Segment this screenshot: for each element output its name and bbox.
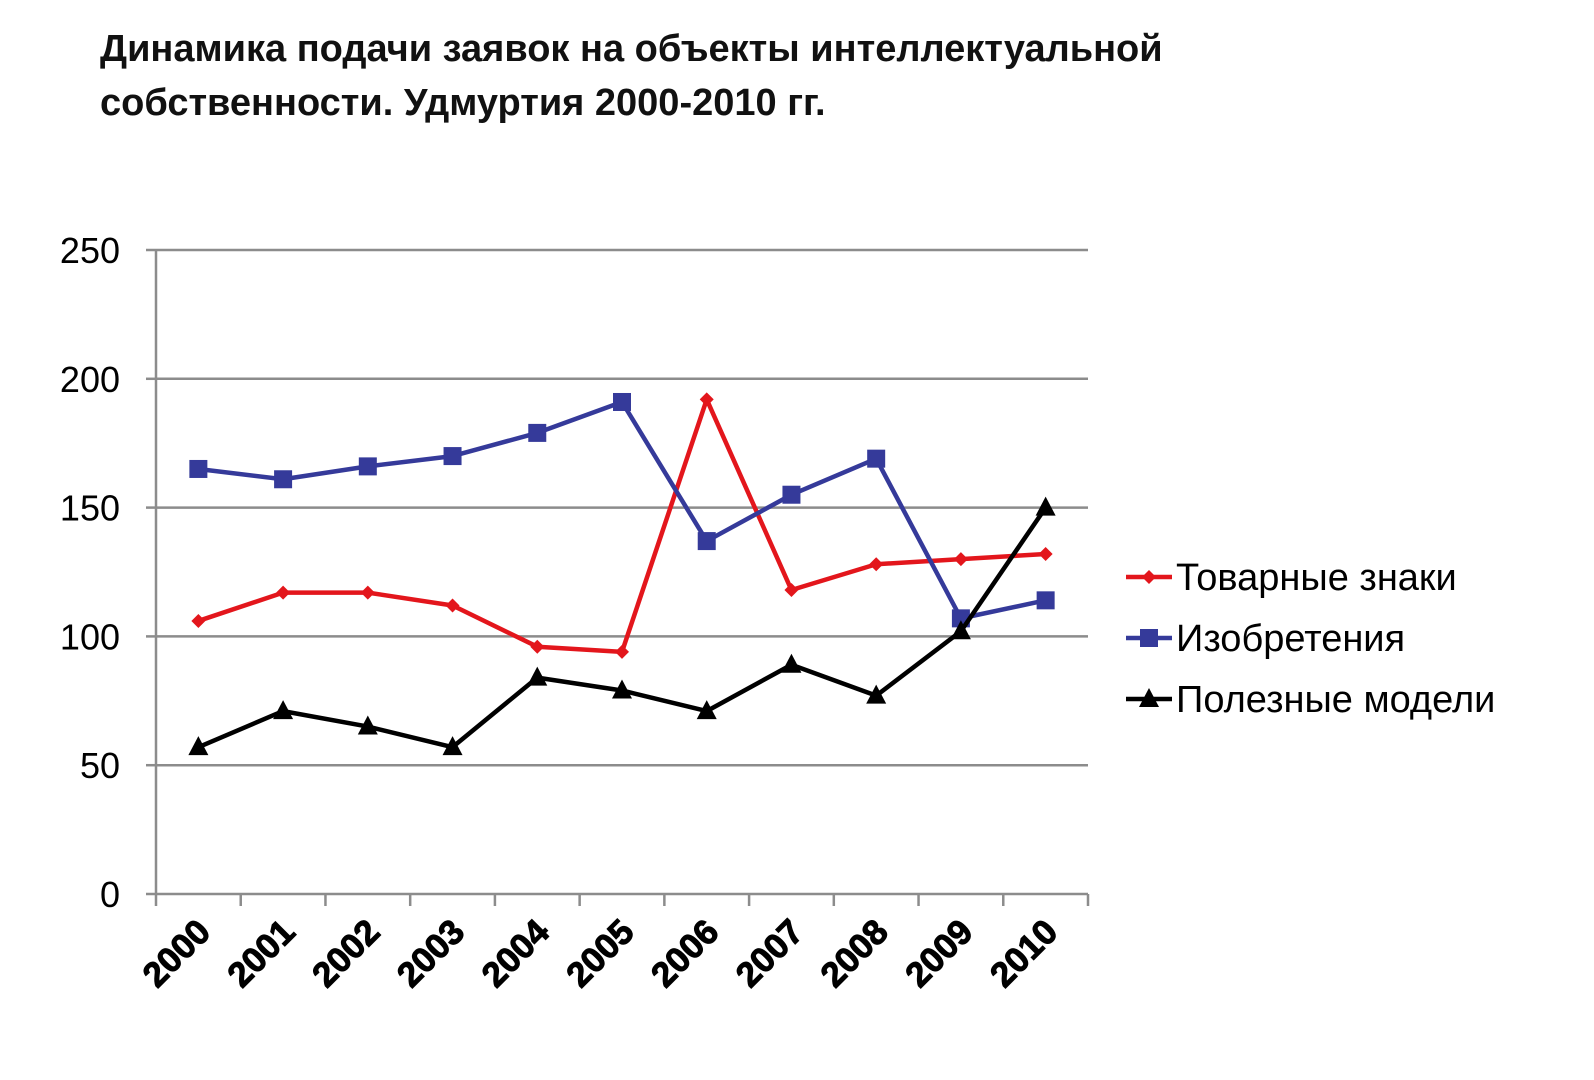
- series-1: [191, 392, 1053, 659]
- data-point-3-2010: [1035, 496, 1056, 516]
- data-point-2-2008: [867, 449, 886, 468]
- series-3: [188, 496, 1056, 756]
- data-point-1-2004: [530, 639, 545, 654]
- data-point-2-2000: [189, 459, 208, 478]
- data-point-1-2010: [1038, 546, 1053, 561]
- data-point-1-2002: [360, 585, 375, 600]
- data-point-1-2000: [191, 613, 206, 628]
- x-tick-label-2000: 2000: [135, 912, 218, 995]
- data-point-2-2003: [443, 447, 462, 466]
- data-point-1-2007: [784, 583, 799, 598]
- x-tick-label-2010: 2010: [983, 912, 1066, 995]
- data-point-1-2005: [615, 644, 629, 659]
- data-point-1-2003: [445, 598, 460, 613]
- x-tick-label-2004: 2004: [474, 912, 557, 995]
- x-tick-label-2009: 2009: [898, 912, 981, 995]
- legend-label-1: Товарные знаки: [1176, 557, 1457, 599]
- data-point-3-2008: [866, 684, 887, 704]
- chart-title: Динамика подачи заявок на объекты интелл…: [100, 28, 1163, 124]
- x-tick-label-2006: 2006: [644, 912, 727, 995]
- data-point-2-2004: [528, 423, 547, 442]
- y-tick-label-0: 0: [100, 874, 120, 915]
- series-line-3: [197, 506, 1048, 750]
- data-point-3-2004: [527, 666, 548, 686]
- y-tick-label-250: 250: [60, 230, 120, 271]
- data-point-3-2000: [188, 736, 209, 756]
- x-tick-label-2001: 2001: [220, 912, 303, 995]
- data-point-2-2007: [782, 485, 801, 504]
- series: [188, 392, 1056, 756]
- legend-marker-2: [1140, 629, 1158, 647]
- data-point-1-2001: [276, 585, 291, 600]
- x-tick-label-2007: 2007: [728, 912, 811, 995]
- data-point-1-2008: [869, 557, 884, 572]
- legend-item-1: Товарные знаки: [1126, 557, 1457, 599]
- data-point-2-2010: [1036, 591, 1055, 610]
- data-point-2-2005: [613, 392, 631, 411]
- y-tick-label-200: 200: [60, 359, 120, 400]
- data-point-3-2003: [442, 736, 463, 756]
- data-point-2-2001: [274, 470, 293, 489]
- series-line-2: [198, 399, 1047, 621]
- data-point-1-2009: [953, 552, 968, 567]
- data-point-3-2001: [273, 700, 294, 720]
- data-point-3-2006: [696, 700, 717, 720]
- y-tick-label-150: 150: [60, 488, 120, 529]
- series-line-1: [197, 397, 1046, 655]
- legend-item-2: Изобретения: [1126, 618, 1405, 660]
- data-point-3-2002: [357, 715, 378, 735]
- series-2: [189, 392, 1055, 628]
- gridlines: [156, 248, 1088, 767]
- legend-label-3: Полезные модели: [1176, 679, 1495, 721]
- data-point-2-2002: [358, 457, 377, 476]
- x-tick-label-2008: 2008: [813, 912, 896, 995]
- data-point-2-2006: [697, 532, 716, 551]
- y-tick-label-50: 50: [80, 745, 120, 786]
- legend-marker-3: [1139, 688, 1159, 707]
- data-point-3-2009: [950, 620, 971, 640]
- x-tick-label-2005: 2005: [559, 912, 642, 995]
- x-tick-label-2002: 2002: [305, 912, 388, 995]
- data-point-1-2006: [699, 392, 714, 407]
- legend: Товарные знаки Изобретения Полезные модели: [1126, 557, 1495, 721]
- legend-item-3: Полезные модели: [1126, 679, 1495, 721]
- legend-marker-1: [1142, 570, 1156, 584]
- data-point-3-2007: [781, 653, 802, 673]
- y-tick-label-100: 100: [60, 616, 120, 657]
- x-tick-label-2003: 2003: [390, 912, 473, 995]
- legend-label-2: Изобретения: [1176, 618, 1405, 660]
- data-point-3-2005: [612, 679, 632, 699]
